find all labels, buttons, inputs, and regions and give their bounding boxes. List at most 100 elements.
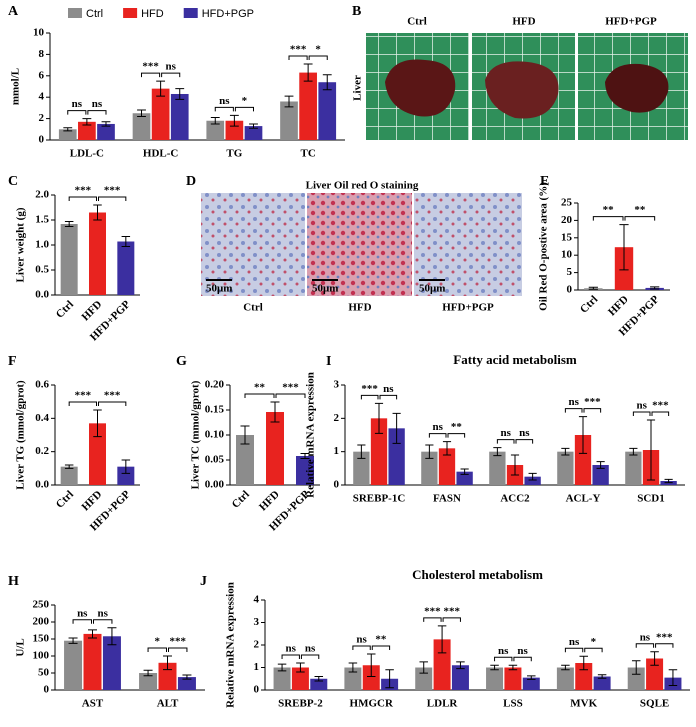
y-tick-label: 1 xyxy=(334,445,340,457)
liver-photos xyxy=(366,33,688,140)
y-tick-label: 15 xyxy=(561,231,573,243)
panel-label: F xyxy=(8,354,17,369)
y-tick-label: 100 xyxy=(33,650,50,662)
error-bar xyxy=(437,625,447,654)
x-tick-label: HMGCR xyxy=(350,698,394,710)
significance-label: ns xyxy=(286,643,297,655)
y-tick-label: 2 xyxy=(254,639,260,651)
bar xyxy=(89,212,106,295)
significance-label: ** xyxy=(254,382,266,394)
staining-images xyxy=(201,193,522,296)
significance-bracket xyxy=(496,439,515,444)
error-bar xyxy=(314,676,324,682)
significance-bracket xyxy=(635,643,655,648)
y-tick-label: 0.20 xyxy=(205,379,225,391)
bar xyxy=(60,224,78,295)
error-bar xyxy=(107,627,117,646)
bar xyxy=(244,126,263,140)
error-bar xyxy=(579,655,588,671)
chart-title: Fatty acid metabolism xyxy=(453,352,577,367)
significance-label: *** xyxy=(282,382,299,394)
error-bar xyxy=(561,447,570,456)
x-tick-label: ACC2 xyxy=(500,493,530,505)
significance-label: *** xyxy=(656,631,673,643)
bar xyxy=(236,435,254,485)
error-bar xyxy=(322,74,332,91)
y-tick-label: 2 xyxy=(39,112,45,124)
x-tick-label: HFD xyxy=(79,298,104,323)
legend-label: HFD+PGP xyxy=(202,8,254,20)
y-tick-label: 0 xyxy=(254,684,260,696)
x-tick-label: ACL-Y xyxy=(566,493,601,505)
significance-bracket xyxy=(68,196,97,201)
significance-label: ns xyxy=(165,61,176,73)
x-tick-label: Ctrl xyxy=(54,298,76,320)
significance-label: ns xyxy=(92,98,103,110)
significance-label: ns xyxy=(568,396,579,408)
significance-bracket xyxy=(379,394,398,400)
bar xyxy=(486,667,504,690)
y-tick-label: 250 xyxy=(33,599,50,611)
error-bar xyxy=(578,416,588,454)
significance-bracket xyxy=(624,216,656,221)
significance-bracket xyxy=(360,394,379,400)
bar xyxy=(151,88,170,140)
bar xyxy=(593,676,611,690)
significance-bracket xyxy=(352,645,371,650)
significance-label: * xyxy=(315,44,321,56)
bar xyxy=(206,120,225,140)
y-axis-label: mmol/L xyxy=(10,68,22,105)
error-bar xyxy=(357,444,366,459)
y-axis-label: Oil Red O-postive area (%) xyxy=(538,182,550,311)
error-bar xyxy=(93,409,102,438)
error-bar xyxy=(277,663,287,672)
bar xyxy=(266,412,284,485)
legend-swatch xyxy=(123,8,138,18)
y-tick-label: 0.6 xyxy=(35,379,49,391)
x-tick-label: LDLR xyxy=(427,698,459,710)
bar xyxy=(557,451,574,485)
bar xyxy=(627,667,645,690)
x-tick-label: Ctrl xyxy=(54,488,76,510)
significance-bracket xyxy=(281,654,300,659)
y-tick-label: 20 xyxy=(561,214,573,226)
significance-label: ** xyxy=(451,421,463,433)
y-tick-label: 0.0 xyxy=(35,289,49,301)
error-bar xyxy=(93,204,102,221)
panel-label: H xyxy=(8,574,19,589)
error-bar xyxy=(182,674,192,680)
x-tick-label: SCD1 xyxy=(637,493,665,505)
y-axis-label: Relative mRNA expression xyxy=(225,582,237,708)
significance-label: ns xyxy=(305,643,316,655)
significance-label: ns xyxy=(519,427,530,439)
bar xyxy=(362,665,380,690)
error-bar xyxy=(646,419,656,481)
significance-label: *** xyxy=(169,636,186,648)
error-bar xyxy=(68,637,78,644)
error-bar xyxy=(561,664,570,671)
scale-bar-label: 50μm xyxy=(312,283,338,295)
x-tick-label: SREBP-1C xyxy=(353,493,406,505)
x-tick-label: SQLE xyxy=(640,698,669,710)
legend-label: Ctrl xyxy=(86,8,103,20)
significance-label: ns xyxy=(72,98,83,110)
error-bar xyxy=(596,461,605,469)
chart-title: Cholesterol metabolism xyxy=(412,567,543,582)
error-bar xyxy=(156,80,166,97)
significance-bracket xyxy=(68,401,97,406)
y-tick-label: 0.4 xyxy=(35,412,49,424)
significance-bracket xyxy=(67,110,87,115)
x-tick-label: SREBP-2 xyxy=(278,698,323,710)
y-tick-label: 0 xyxy=(567,284,573,296)
bar xyxy=(296,456,314,485)
row-label: Liver xyxy=(352,75,364,101)
error-bar xyxy=(510,454,520,476)
error-bar xyxy=(210,117,220,125)
error-bar xyxy=(527,675,536,680)
significance-label: *** xyxy=(75,390,92,402)
y-tick-label: 0 xyxy=(39,134,45,146)
significance-label: *** xyxy=(75,185,92,197)
error-bar xyxy=(456,661,465,670)
x-tick-label: AST xyxy=(82,698,104,710)
bar xyxy=(83,633,102,690)
